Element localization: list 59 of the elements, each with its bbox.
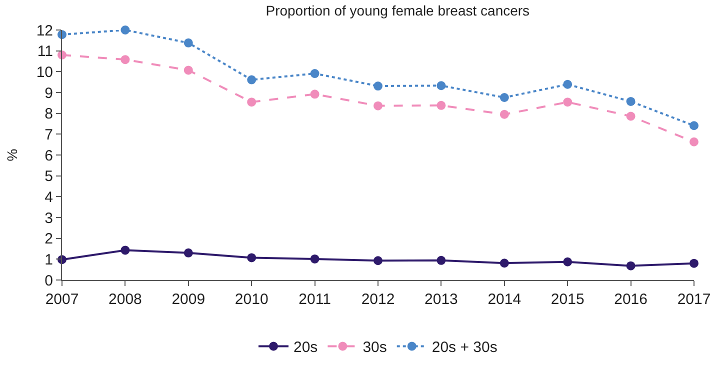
point	[120, 26, 130, 34]
point	[436, 256, 446, 265]
legend-label: 20s	[294, 339, 318, 356]
point	[436, 100, 446, 110]
point	[374, 101, 382, 110]
point	[184, 66, 193, 75]
x-tick-label: 2017	[677, 291, 711, 308]
y-tick-label: 5	[44, 168, 53, 186]
x-tick-label: 2011	[298, 291, 331, 308]
y-tick-label: 12	[36, 22, 53, 40]
point	[247, 253, 256, 262]
point	[374, 256, 382, 266]
point	[120, 246, 130, 255]
x-tick-label: 2013	[424, 291, 458, 308]
point	[563, 80, 572, 89]
x-tick-label: 2009	[172, 291, 206, 308]
y-tick-label: 4	[44, 188, 53, 206]
y-tick-label: 6	[44, 147, 53, 164]
legend-label: 20s + 30s	[432, 339, 498, 356]
point	[626, 261, 636, 270]
y-tick-label: 10	[36, 64, 53, 81]
point	[690, 137, 698, 146]
y-tick-label: 0	[44, 272, 53, 290]
y-tick-label: 1	[44, 251, 53, 268]
point	[500, 93, 509, 102]
point	[626, 96, 636, 106]
point	[247, 98, 256, 107]
point	[310, 254, 320, 264]
point	[310, 90, 320, 99]
y-tick-label: 11	[37, 43, 53, 60]
y-axis-title: %	[4, 148, 20, 162]
point	[436, 81, 446, 90]
point	[184, 38, 193, 48]
y-tick-label: 3	[44, 210, 53, 227]
x-tick-label: 2007	[45, 291, 79, 308]
y-tick-label: 7	[44, 126, 53, 144]
y-tick-label: 2	[44, 230, 53, 248]
point	[184, 248, 193, 258]
point	[690, 258, 698, 268]
y-tick-label: 8	[44, 106, 53, 123]
y-tick-label: 9	[44, 84, 53, 102]
point	[500, 258, 509, 268]
point	[247, 75, 256, 84]
point	[374, 82, 382, 91]
x-tick-label: 2012	[361, 291, 395, 308]
point	[563, 98, 572, 107]
x-tick-label: 2016	[614, 291, 648, 308]
x-tick-label: 2008	[108, 291, 142, 308]
point	[120, 55, 130, 64]
point	[626, 112, 636, 121]
x-tick-label: 2014	[488, 291, 522, 308]
point	[310, 69, 320, 78]
point	[500, 110, 509, 119]
point	[563, 257, 572, 266]
x-tick-label: 2015	[550, 291, 584, 308]
chart-title: Proportion of young female breast cancers	[266, 2, 530, 18]
legend-label: 30s	[362, 339, 387, 356]
point	[690, 121, 698, 130]
x-tick-label: 2010	[234, 291, 268, 308]
